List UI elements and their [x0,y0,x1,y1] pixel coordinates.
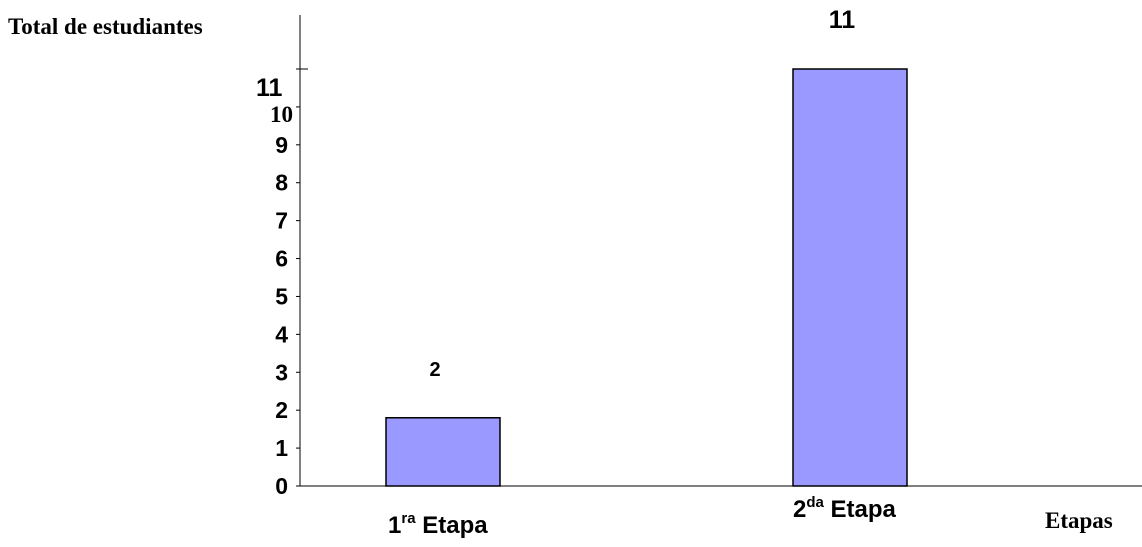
x-axis-title: Etapas [1045,508,1113,533]
bar [385,417,501,487]
category-superscript: da [806,494,824,511]
svg-text:2da Etapa: 2da Etapa [793,494,897,523]
y-tick-label: 10 [270,102,293,127]
y-tick-label: 1 [275,435,288,461]
y-tick-label: 9 [275,132,288,158]
category-superscript: ra [401,510,416,527]
y-tick-label: 11 [256,74,283,102]
bar-data-label: 11 [829,6,856,34]
y-tick-label: 5 [275,283,288,309]
bars-group: 2 11 [385,6,908,487]
y-tick-label: 4 [275,321,288,347]
bar-data-label: 2 [429,359,440,381]
bar [792,68,908,487]
y-tick-label: 0 [275,473,288,499]
category-text: Etapa [824,496,897,523]
y-tick-label: 7 [275,208,288,234]
svg-text:1ra Etapa: 1ra Etapa [388,510,488,539]
y-tick-label: 2 [275,397,288,423]
category-number: 1 [388,512,401,539]
x-tick-label: 1ra Etapa [388,510,488,539]
y-axis-title: Total de estudiantes [8,14,203,39]
category-number: 2 [793,496,806,523]
y-tick-label: 6 [275,246,288,272]
x-tick-label: 2da Etapa [793,494,897,523]
category-text: Etapa [416,512,489,539]
y-tick-label: 3 [275,359,288,385]
y-tick-label: 8 [275,170,288,196]
